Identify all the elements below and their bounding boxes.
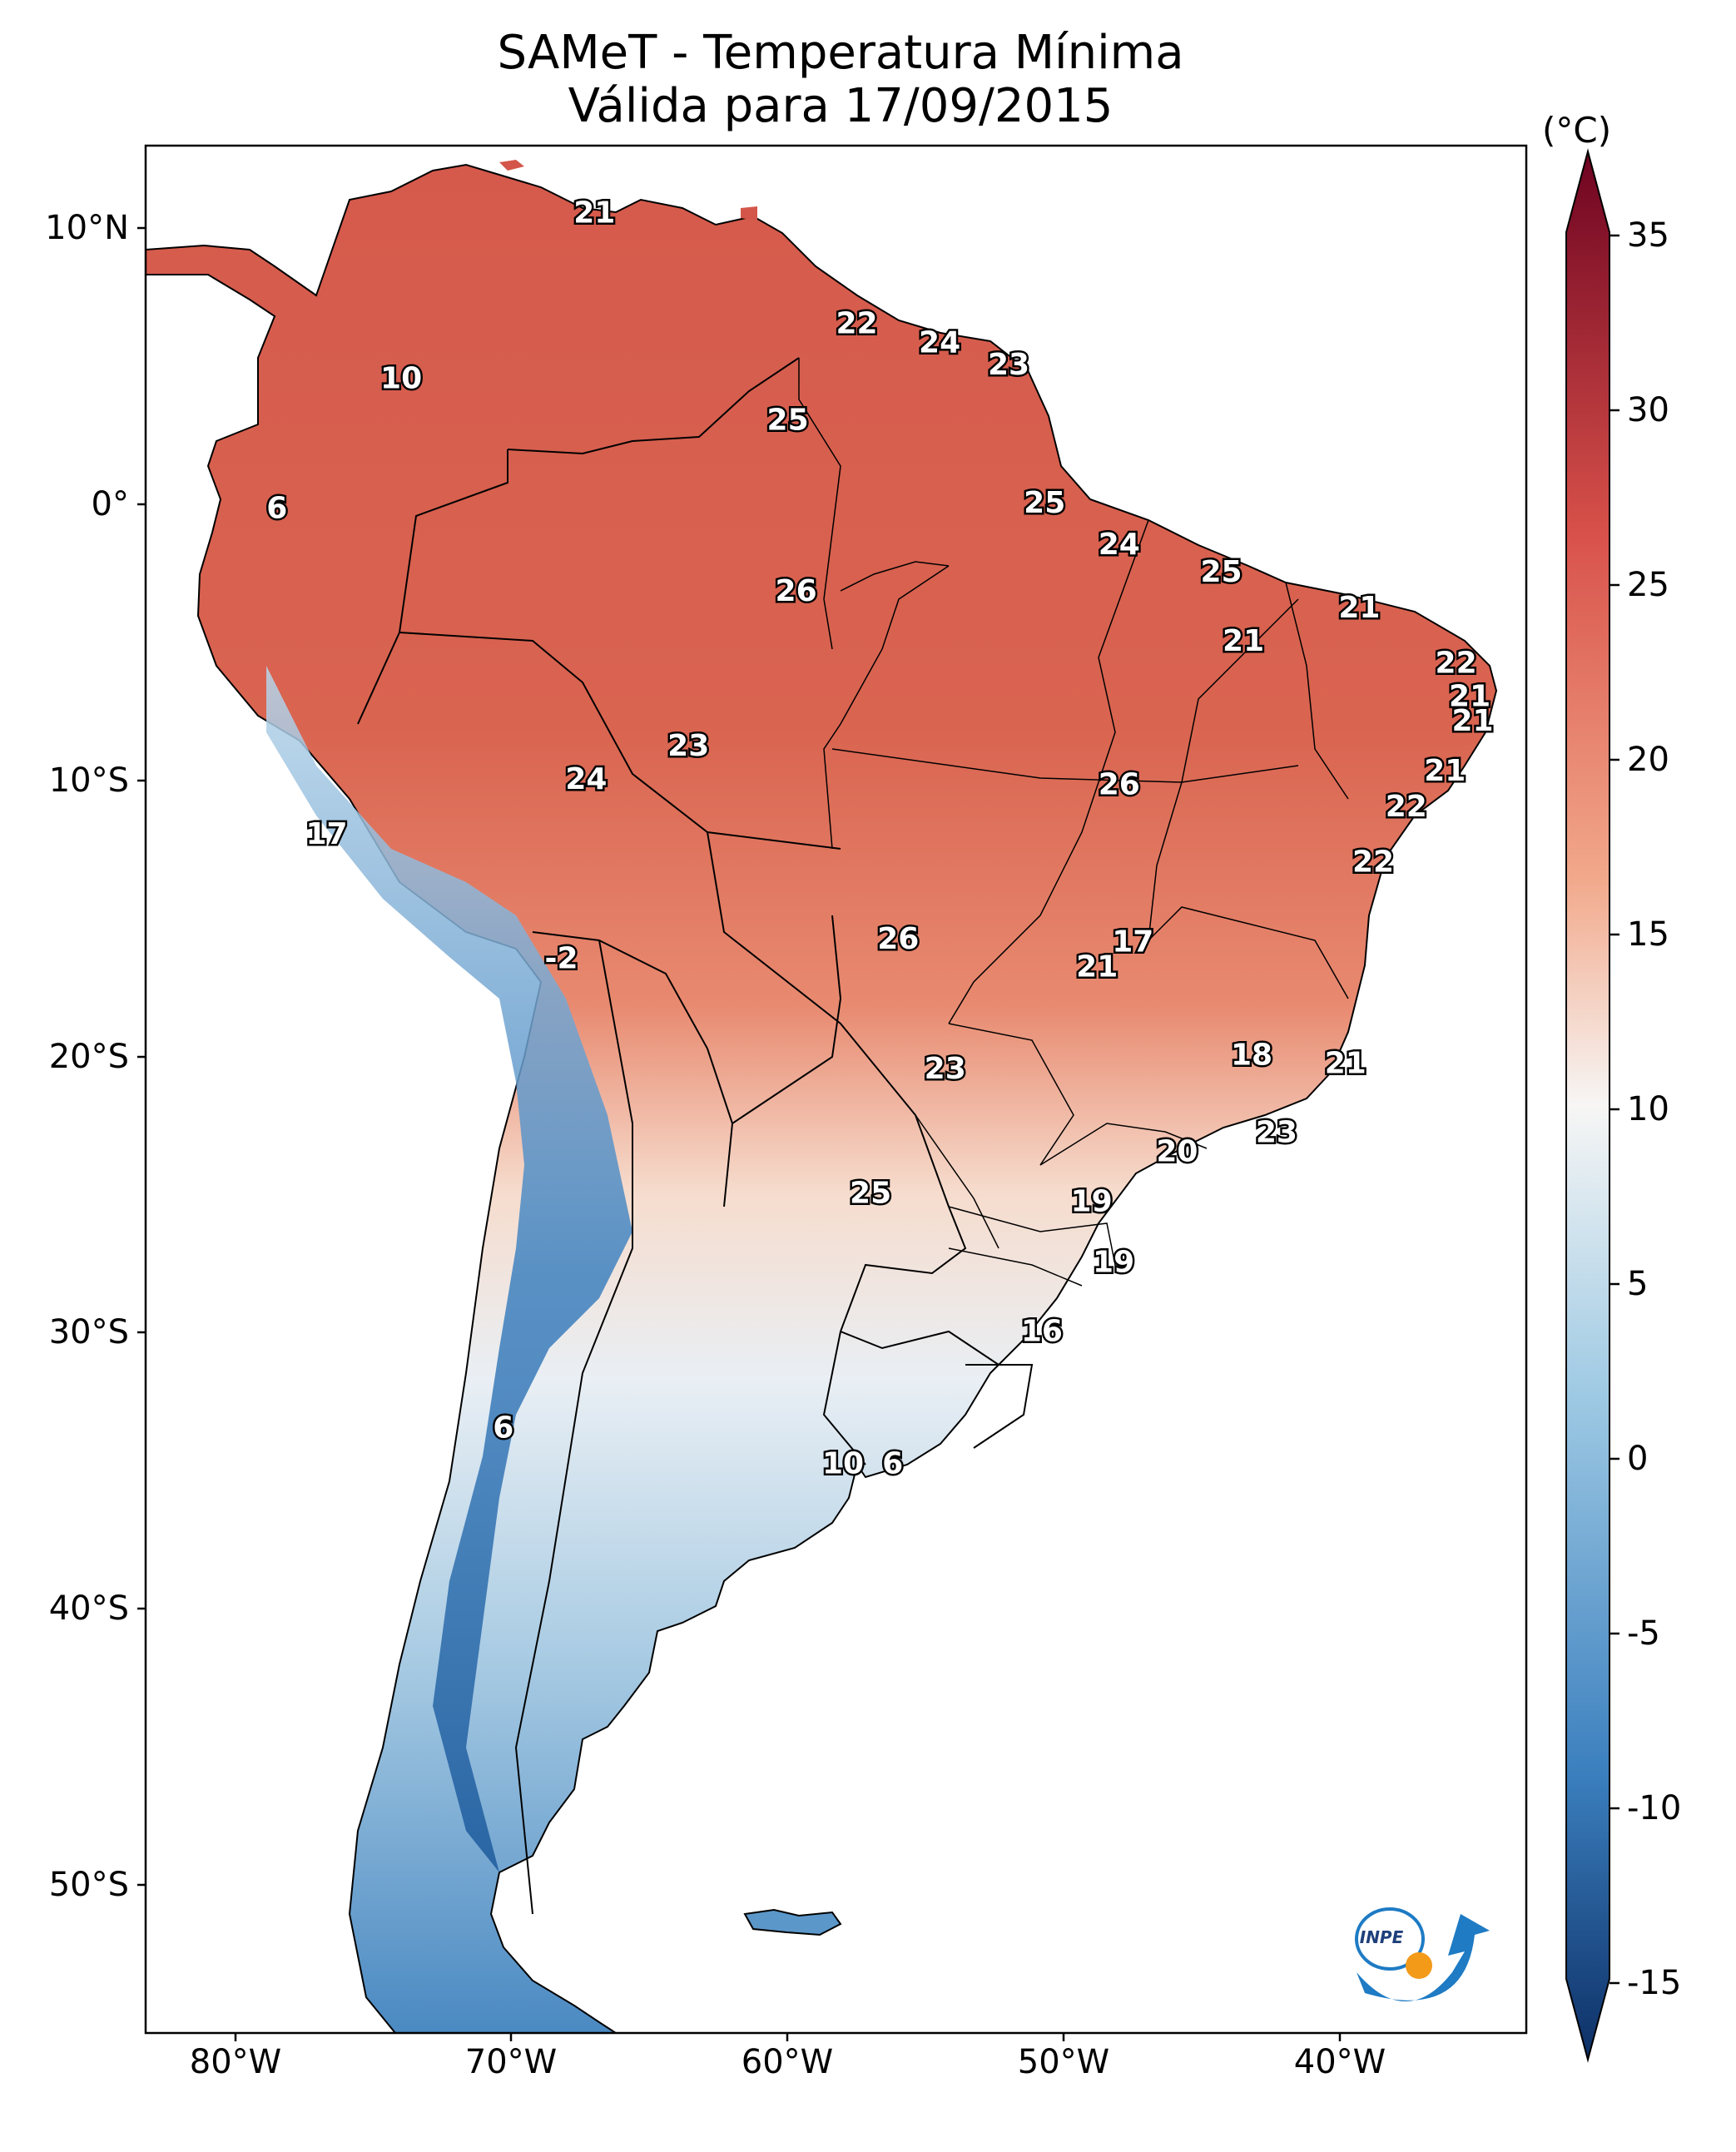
inpe-logo-text: INPE	[1360, 1927, 1404, 1947]
temperature-value-label: 25	[767, 404, 809, 438]
andes-cold-band	[266, 666, 632, 1872]
lat-label-10s: 10°S	[48, 761, 129, 800]
temperature-value-label: 25	[1200, 555, 1242, 589]
lon-label-70w: 70°W	[464, 2043, 558, 2081]
colorbar-label-minus15: -15	[1627, 1964, 1682, 2002]
colorbar-label-5: 5	[1627, 1265, 1649, 1303]
temperature-value-label: 24	[565, 762, 607, 796]
falkland-islands	[743, 1908, 842, 1936]
colorbar-label-15: 15	[1627, 915, 1669, 954]
map-area	[146, 160, 1498, 2033]
lon-label-60w: 60°W	[741, 2043, 834, 2081]
temperature-value-label: 21	[1325, 1047, 1366, 1081]
temperature-value-label: 21	[1451, 704, 1493, 738]
lat-label-40s: 40°S	[48, 1589, 129, 1628]
lon-label-50w: 50°W	[1017, 2043, 1110, 2081]
temperature-value-label: 22	[1352, 845, 1394, 879]
colorbar-label-35: 35	[1627, 216, 1669, 255]
lat-label-20s: 20°S	[48, 1038, 129, 1076]
temperature-value-label: 6	[266, 492, 287, 526]
temperature-value-label: 6	[882, 1447, 903, 1481]
temperature-value-label: 24	[919, 326, 960, 360]
temperature-value-label: 19	[1093, 1246, 1134, 1280]
temperature-value-label: 17	[305, 817, 347, 851]
colorbar-unit: (°C)	[1542, 110, 1612, 151]
temperature-value-label: 16	[1021, 1314, 1063, 1348]
colorbar-ticks	[1610, 234, 1619, 1985]
temperature-value-label: 20	[1156, 1135, 1198, 1169]
temperature-value-label: 21	[1424, 754, 1466, 788]
temperature-value-label: 6	[493, 1411, 513, 1445]
lat-label-10n: 10°N	[45, 209, 129, 247]
colorbar-label-10: 10	[1627, 1090, 1669, 1128]
lat-label-30s: 30°S	[48, 1313, 129, 1351]
temperature-value-label: 24	[1099, 528, 1140, 562]
temperature-value-label: 21	[1338, 591, 1380, 625]
lon-label-80w: 80°W	[189, 2043, 282, 2081]
temperature-value-label: 21	[1076, 950, 1118, 984]
temperature-value-label: 23	[1256, 1116, 1297, 1150]
colorbar	[1565, 148, 1610, 2063]
south-america-landmass	[146, 163, 1498, 2033]
temperature-value-label: 26	[776, 574, 817, 608]
colorbar-label-minus10: -10	[1627, 1789, 1682, 1827]
temperature-value-label: 21	[1449, 679, 1490, 713]
lat-label-50s: 50°S	[48, 1866, 129, 1904]
temperature-value-label: 19	[1071, 1185, 1113, 1219]
temperature-value-label: 22	[836, 306, 877, 340]
temperature-value-label: 10	[822, 1447, 864, 1481]
colorbar-label-20: 20	[1627, 741, 1669, 779]
temperature-value-label: 17	[1112, 925, 1153, 959]
lat-ticks	[137, 226, 146, 1887]
country-borders	[357, 357, 1034, 1915]
colorbar-label-25: 25	[1627, 566, 1669, 604]
state-borders	[798, 358, 1349, 1287]
colorbar-label-30: 30	[1627, 391, 1669, 429]
temperature-value-label: 23	[667, 729, 709, 763]
temperature-value-label: 18	[1231, 1039, 1272, 1073]
map-subtitle: Válida para 17/09/2015	[568, 79, 1114, 133]
temperature-value-label: 25	[1024, 486, 1065, 520]
temperature-value-label: 22	[1436, 646, 1477, 680]
map-frame	[144, 144, 1528, 2035]
lon-label-40w: 40°W	[1293, 2043, 1386, 2081]
temperature-value-label: 10	[380, 362, 422, 396]
temperature-value-label: 23	[988, 348, 1029, 382]
temperature-value-label: 22	[1386, 790, 1427, 824]
lon-ticks	[234, 2033, 1342, 2041]
temperature-value-label: 26	[1099, 767, 1140, 801]
inpe-logo: INPE	[1355, 1907, 1490, 2001]
temperature-value-label: 21	[1223, 624, 1264, 658]
colorbar-label-minus5: -5	[1627, 1614, 1660, 1653]
lat-label-0: 0°	[91, 485, 129, 523]
temperature-value-label: 23	[925, 1052, 966, 1086]
temperature-value-label: 25	[850, 1177, 891, 1211]
temperature-value-label: 26	[877, 922, 919, 956]
map-title: SAMeT - Temperatura Mínima	[497, 26, 1184, 80]
temperature-value-label: 21	[573, 196, 615, 231]
colorbar-label-0: 0	[1627, 1440, 1649, 1478]
temperature-value-label: -2	[545, 942, 578, 976]
